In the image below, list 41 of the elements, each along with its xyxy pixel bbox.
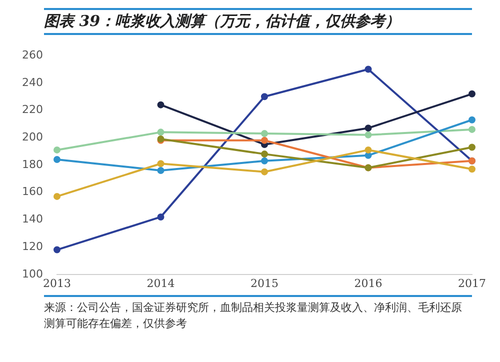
- x-tick-label: 2014: [146, 276, 175, 290]
- chart-title: 图表 39：吨浆收入测算（万元，估计值，仅供参考）: [44, 8, 472, 35]
- point: [157, 101, 164, 108]
- y-tick-label: 220: [22, 103, 43, 116]
- point: [468, 166, 476, 173]
- point: [157, 213, 164, 220]
- x-tick-label: 2016: [354, 276, 382, 290]
- point: [364, 124, 372, 132]
- y-tick-label: 120: [22, 240, 43, 253]
- point: [53, 146, 60, 154]
- point: [261, 168, 268, 176]
- point: [53, 156, 60, 164]
- point: [157, 160, 164, 168]
- source-note: 来源：公司公告，国金证券研究所，血制品相关投浆量测算及收入、净利润、毛利还原测算可能存在偏差，仅供参考: [44, 300, 463, 332]
- point: [364, 152, 372, 159]
- point: [53, 246, 60, 254]
- x-tick-label: 2017: [458, 276, 486, 290]
- point: [261, 93, 268, 100]
- x-tick-label: 2015: [250, 276, 278, 290]
- point: [261, 130, 268, 138]
- point: [468, 90, 476, 98]
- y-tick-label: 240: [22, 76, 43, 89]
- y-tick-label: 200: [22, 130, 43, 144]
- point: [468, 144, 476, 151]
- y-tick-label: 260: [22, 48, 43, 62]
- point: [364, 131, 372, 138]
- point: [468, 126, 476, 133]
- y-tick-label: 140: [22, 212, 43, 226]
- point: [157, 128, 164, 136]
- y-tick-label: 160: [22, 185, 43, 198]
- point: [157, 166, 164, 174]
- point: [364, 66, 372, 73]
- x-tick-label: 2013: [42, 276, 71, 290]
- point: [364, 146, 372, 154]
- y-tick-label: 180: [22, 158, 43, 171]
- point: [261, 150, 268, 158]
- y-tick-label: 100: [22, 267, 43, 280]
- point: [261, 136, 268, 144]
- point: [53, 192, 60, 200]
- point: [261, 157, 268, 164]
- point: [468, 116, 476, 124]
